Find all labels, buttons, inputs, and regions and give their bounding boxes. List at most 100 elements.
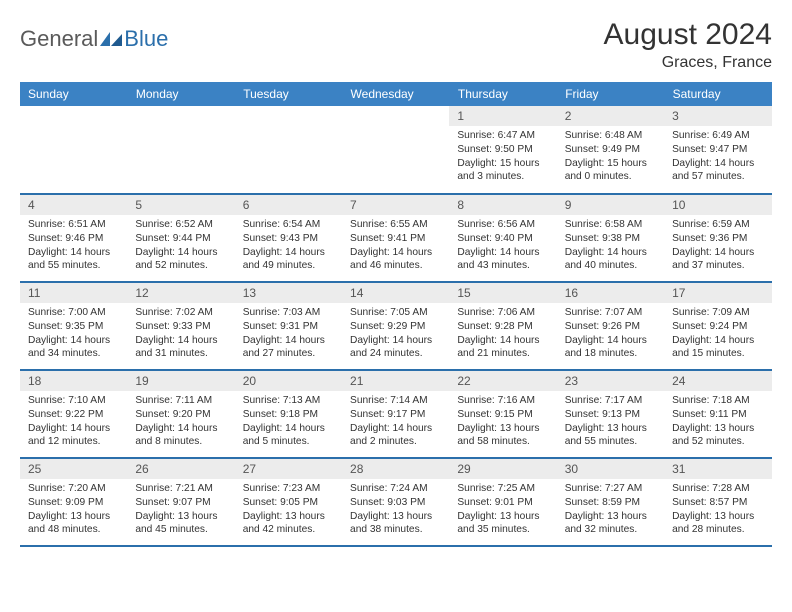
calendar-week-row: 18Sunrise: 7:10 AMSunset: 9:22 PMDayligh… <box>20 370 772 458</box>
day-number: 16 <box>557 283 664 303</box>
day-header: Monday <box>127 82 234 106</box>
day-header: Saturday <box>664 82 771 106</box>
calendar-week-row: 25Sunrise: 7:20 AMSunset: 9:09 PMDayligh… <box>20 458 772 546</box>
day-content: Sunrise: 7:20 AMSunset: 9:09 PMDaylight:… <box>20 479 127 543</box>
calendar-cell: 20Sunrise: 7:13 AMSunset: 9:18 PMDayligh… <box>235 370 342 458</box>
day-content: Sunrise: 7:00 AMSunset: 9:35 PMDaylight:… <box>20 303 127 367</box>
location-label: Graces, France <box>604 54 772 72</box>
day-number: 2 <box>557 106 664 126</box>
day-number: 25 <box>20 459 127 479</box>
day-content: Sunrise: 6:56 AMSunset: 9:40 PMDaylight:… <box>449 215 556 279</box>
day-number: 28 <box>342 459 449 479</box>
calendar-cell: 27Sunrise: 7:23 AMSunset: 9:05 PMDayligh… <box>235 458 342 546</box>
day-content: Sunrise: 6:52 AMSunset: 9:44 PMDaylight:… <box>127 215 234 279</box>
day-content: Sunrise: 7:27 AMSunset: 8:59 PMDaylight:… <box>557 479 664 543</box>
day-content: Sunrise: 7:06 AMSunset: 9:28 PMDaylight:… <box>449 303 556 367</box>
day-number: 24 <box>664 371 771 391</box>
day-number: 21 <box>342 371 449 391</box>
day-content: Sunrise: 7:21 AMSunset: 9:07 PMDaylight:… <box>127 479 234 543</box>
title-block: August 2024 Graces, France <box>604 18 772 72</box>
calendar-cell: 7Sunrise: 6:55 AMSunset: 9:41 PMDaylight… <box>342 194 449 282</box>
page-header: General Blue August 2024 Graces, France <box>20 18 772 72</box>
logo-text-blue: Blue <box>124 26 168 52</box>
day-number: 31 <box>664 459 771 479</box>
calendar-cell: 8Sunrise: 6:56 AMSunset: 9:40 PMDaylight… <box>449 194 556 282</box>
calendar-cell: 15Sunrise: 7:06 AMSunset: 9:28 PMDayligh… <box>449 282 556 370</box>
day-content: Sunrise: 7:16 AMSunset: 9:15 PMDaylight:… <box>449 391 556 455</box>
calendar-cell: 10Sunrise: 6:59 AMSunset: 9:36 PMDayligh… <box>664 194 771 282</box>
day-content: Sunrise: 7:25 AMSunset: 9:01 PMDaylight:… <box>449 479 556 543</box>
calendar-cell: 16Sunrise: 7:07 AMSunset: 9:26 PMDayligh… <box>557 282 664 370</box>
calendar-cell: 29Sunrise: 7:25 AMSunset: 9:01 PMDayligh… <box>449 458 556 546</box>
day-content: Sunrise: 7:07 AMSunset: 9:26 PMDaylight:… <box>557 303 664 367</box>
day-header: Tuesday <box>235 82 342 106</box>
calendar-cell: 9Sunrise: 6:58 AMSunset: 9:38 PMDaylight… <box>557 194 664 282</box>
calendar-body: 1Sunrise: 6:47 AMSunset: 9:50 PMDaylight… <box>20 106 772 546</box>
calendar-cell: 25Sunrise: 7:20 AMSunset: 9:09 PMDayligh… <box>20 458 127 546</box>
day-content: Sunrise: 7:28 AMSunset: 8:57 PMDaylight:… <box>664 479 771 543</box>
day-number: 7 <box>342 195 449 215</box>
calendar-cell: 4Sunrise: 6:51 AMSunset: 9:46 PMDaylight… <box>20 194 127 282</box>
calendar-cell: 3Sunrise: 6:49 AMSunset: 9:47 PMDaylight… <box>664 106 771 194</box>
calendar-cell: 17Sunrise: 7:09 AMSunset: 9:24 PMDayligh… <box>664 282 771 370</box>
logo-sail-icon <box>100 32 122 46</box>
calendar-page: General Blue August 2024 Graces, France … <box>0 0 792 557</box>
calendar-cell: 12Sunrise: 7:02 AMSunset: 9:33 PMDayligh… <box>127 282 234 370</box>
day-number: 3 <box>664 106 771 126</box>
day-content: Sunrise: 7:23 AMSunset: 9:05 PMDaylight:… <box>235 479 342 543</box>
day-number: 27 <box>235 459 342 479</box>
day-content: Sunrise: 6:58 AMSunset: 9:38 PMDaylight:… <box>557 215 664 279</box>
day-number: 30 <box>557 459 664 479</box>
day-number: 13 <box>235 283 342 303</box>
day-header-row: SundayMondayTuesdayWednesdayThursdayFrid… <box>20 82 772 106</box>
day-number: 20 <box>235 371 342 391</box>
day-number: 1 <box>449 106 556 126</box>
calendar-cell: 26Sunrise: 7:21 AMSunset: 9:07 PMDayligh… <box>127 458 234 546</box>
day-content: Sunrise: 6:55 AMSunset: 9:41 PMDaylight:… <box>342 215 449 279</box>
calendar-cell: 21Sunrise: 7:14 AMSunset: 9:17 PMDayligh… <box>342 370 449 458</box>
calendar-cell: 5Sunrise: 6:52 AMSunset: 9:44 PMDaylight… <box>127 194 234 282</box>
calendar-cell <box>235 106 342 194</box>
day-number: 15 <box>449 283 556 303</box>
day-content: Sunrise: 6:48 AMSunset: 9:49 PMDaylight:… <box>557 126 664 190</box>
calendar-table: SundayMondayTuesdayWednesdayThursdayFrid… <box>20 82 772 547</box>
brand-logo: General Blue <box>20 26 168 52</box>
day-content: Sunrise: 7:18 AMSunset: 9:11 PMDaylight:… <box>664 391 771 455</box>
day-content: Sunrise: 7:09 AMSunset: 9:24 PMDaylight:… <box>664 303 771 367</box>
calendar-week-row: 1Sunrise: 6:47 AMSunset: 9:50 PMDaylight… <box>20 106 772 194</box>
day-content: Sunrise: 6:54 AMSunset: 9:43 PMDaylight:… <box>235 215 342 279</box>
day-header: Wednesday <box>342 82 449 106</box>
calendar-cell <box>20 106 127 194</box>
calendar-cell: 19Sunrise: 7:11 AMSunset: 9:20 PMDayligh… <box>127 370 234 458</box>
calendar-cell: 11Sunrise: 7:00 AMSunset: 9:35 PMDayligh… <box>20 282 127 370</box>
day-number: 17 <box>664 283 771 303</box>
calendar-cell <box>342 106 449 194</box>
logo-text-general: General <box>20 26 98 52</box>
calendar-cell: 22Sunrise: 7:16 AMSunset: 9:15 PMDayligh… <box>449 370 556 458</box>
day-content: Sunrise: 7:13 AMSunset: 9:18 PMDaylight:… <box>235 391 342 455</box>
calendar-cell: 30Sunrise: 7:27 AMSunset: 8:59 PMDayligh… <box>557 458 664 546</box>
day-content: Sunrise: 6:47 AMSunset: 9:50 PMDaylight:… <box>449 126 556 190</box>
day-content: Sunrise: 6:59 AMSunset: 9:36 PMDaylight:… <box>664 215 771 279</box>
day-number: 8 <box>449 195 556 215</box>
day-content: Sunrise: 7:03 AMSunset: 9:31 PMDaylight:… <box>235 303 342 367</box>
day-number: 14 <box>342 283 449 303</box>
day-number: 19 <box>127 371 234 391</box>
day-number: 23 <box>557 371 664 391</box>
day-number: 12 <box>127 283 234 303</box>
calendar-cell: 23Sunrise: 7:17 AMSunset: 9:13 PMDayligh… <box>557 370 664 458</box>
day-number: 4 <box>20 195 127 215</box>
day-number: 9 <box>557 195 664 215</box>
calendar-cell: 18Sunrise: 7:10 AMSunset: 9:22 PMDayligh… <box>20 370 127 458</box>
day-number: 6 <box>235 195 342 215</box>
day-number: 22 <box>449 371 556 391</box>
day-number: 11 <box>20 283 127 303</box>
calendar-week-row: 11Sunrise: 7:00 AMSunset: 9:35 PMDayligh… <box>20 282 772 370</box>
day-number: 10 <box>664 195 771 215</box>
day-content: Sunrise: 7:11 AMSunset: 9:20 PMDaylight:… <box>127 391 234 455</box>
day-header: Thursday <box>449 82 556 106</box>
calendar-cell: 1Sunrise: 6:47 AMSunset: 9:50 PMDaylight… <box>449 106 556 194</box>
day-content: Sunrise: 7:14 AMSunset: 9:17 PMDaylight:… <box>342 391 449 455</box>
day-content: Sunrise: 7:10 AMSunset: 9:22 PMDaylight:… <box>20 391 127 455</box>
day-content: Sunrise: 7:05 AMSunset: 9:29 PMDaylight:… <box>342 303 449 367</box>
